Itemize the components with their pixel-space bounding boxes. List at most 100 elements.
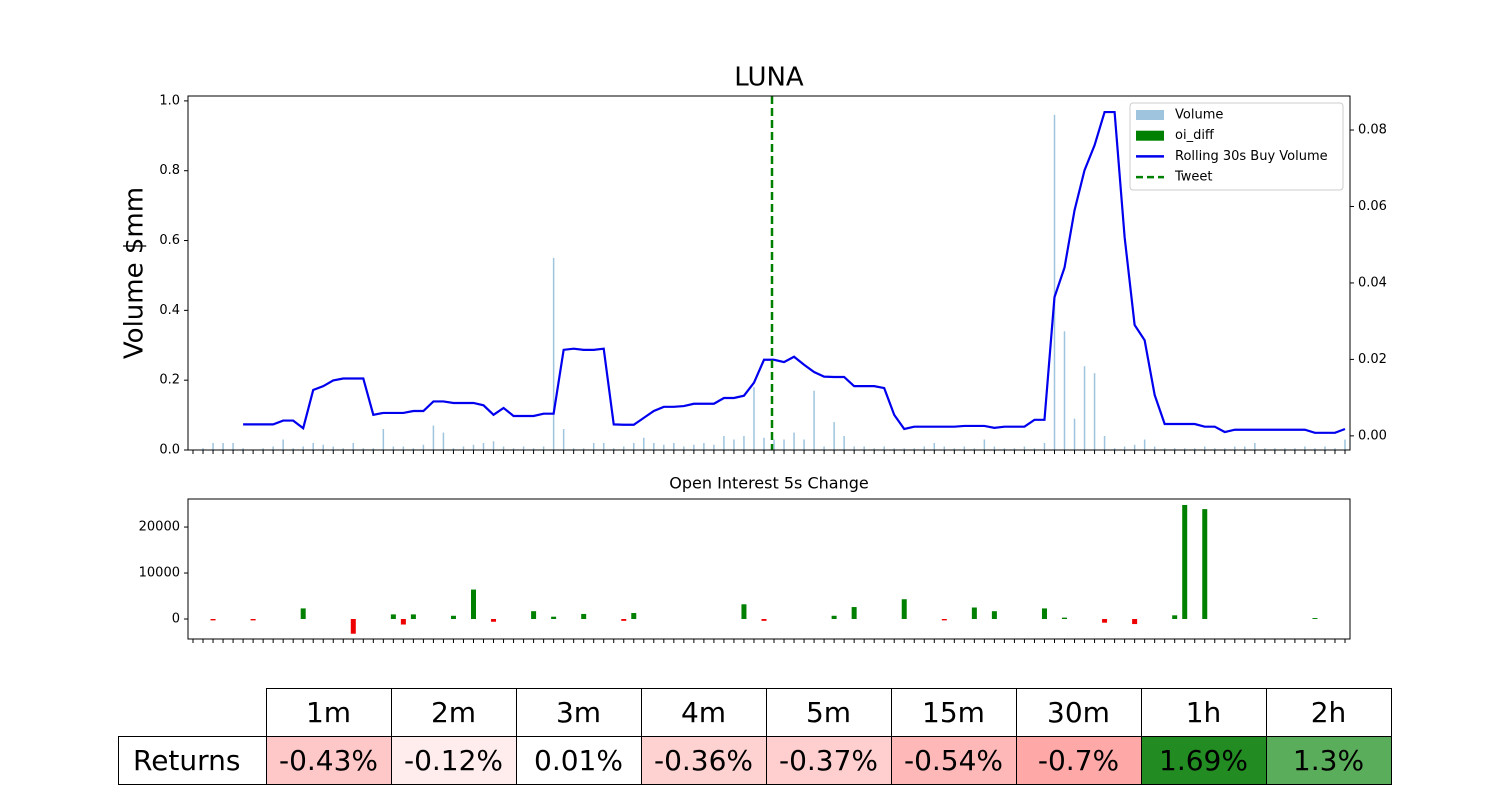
bar bbox=[1284, 448, 1286, 450]
bar bbox=[763, 437, 765, 450]
bar bbox=[1023, 446, 1026, 450]
bar bbox=[1344, 439, 1346, 450]
bar bbox=[843, 436, 845, 450]
return-cell: -0.36% bbox=[640, 736, 767, 785]
y-tick-label: 0 bbox=[172, 612, 180, 627]
y-tick-label: 20000 bbox=[139, 520, 180, 535]
legend-swatch bbox=[1136, 110, 1164, 120]
bar bbox=[1062, 617, 1068, 619]
bar bbox=[402, 446, 405, 450]
bar bbox=[1033, 448, 1036, 450]
y-tick-label: 0.0 bbox=[159, 443, 180, 458]
bar bbox=[392, 446, 395, 450]
bar bbox=[1193, 448, 1196, 450]
bar bbox=[1183, 448, 1186, 450]
bar bbox=[522, 446, 525, 450]
bar bbox=[971, 607, 977, 619]
axes-frame bbox=[187, 95, 1351, 451]
bar bbox=[621, 619, 627, 621]
column-header: 1h bbox=[1140, 688, 1267, 737]
bar bbox=[1003, 448, 1006, 450]
bar bbox=[212, 443, 214, 450]
chart-title: LUNA bbox=[734, 63, 804, 93]
bar bbox=[803, 439, 805, 450]
column-header: 30m bbox=[1015, 688, 1142, 737]
bar bbox=[883, 446, 885, 450]
bar bbox=[943, 446, 946, 450]
bar bbox=[1214, 448, 1216, 450]
bar bbox=[462, 446, 465, 450]
bar bbox=[491, 619, 497, 622]
bar bbox=[973, 448, 976, 450]
bar bbox=[683, 446, 685, 450]
bar bbox=[332, 446, 334, 450]
bar bbox=[941, 619, 947, 621]
bar bbox=[282, 439, 284, 450]
bar bbox=[743, 436, 745, 450]
bar bbox=[602, 443, 605, 450]
bar bbox=[1202, 509, 1208, 619]
bar bbox=[1113, 448, 1116, 450]
bar bbox=[633, 443, 635, 450]
column-header: 2m bbox=[390, 688, 517, 737]
bar bbox=[452, 448, 455, 450]
bar bbox=[1041, 608, 1047, 619]
bar bbox=[262, 448, 264, 450]
bar bbox=[300, 608, 306, 619]
legend-swatch bbox=[1136, 130, 1164, 141]
legend-label: Rolling 30s Buy Volume bbox=[1175, 149, 1328, 164]
bar bbox=[472, 444, 475, 450]
bar bbox=[1043, 443, 1046, 450]
bar bbox=[983, 439, 986, 450]
bar bbox=[442, 432, 445, 450]
bar bbox=[542, 446, 545, 450]
y-tick-label: 0.4 bbox=[159, 303, 180, 318]
bar bbox=[913, 448, 915, 450]
bar bbox=[1312, 618, 1318, 619]
bar bbox=[222, 443, 224, 450]
y-tick-label: 0.2 bbox=[159, 373, 180, 388]
bar bbox=[741, 604, 747, 619]
bar bbox=[582, 448, 585, 450]
bar bbox=[1093, 373, 1096, 450]
return-cell: -0.12% bbox=[390, 736, 517, 785]
bar bbox=[853, 446, 855, 450]
line bbox=[243, 110, 1346, 434]
bar bbox=[1083, 366, 1086, 450]
return-cell: -0.43% bbox=[265, 736, 392, 785]
bar bbox=[531, 611, 537, 619]
bar bbox=[773, 439, 775, 450]
bar bbox=[350, 619, 356, 634]
bar bbox=[653, 443, 655, 450]
bar bbox=[1234, 446, 1236, 450]
bar bbox=[1254, 443, 1256, 450]
y-tick-label: 0.6 bbox=[159, 233, 180, 248]
bar bbox=[292, 448, 294, 450]
bar bbox=[953, 448, 956, 450]
data-row: Returns -0.43% -0.12% 0.01% -0.36% -0.37% -0.5… bbox=[118, 736, 1392, 785]
legend-label: Volume bbox=[1175, 108, 1223, 123]
bar bbox=[551, 616, 557, 619]
bar bbox=[250, 619, 256, 621]
bar bbox=[863, 446, 865, 450]
bar bbox=[1172, 615, 1178, 619]
bar bbox=[933, 443, 936, 450]
bar bbox=[210, 619, 216, 621]
bar bbox=[903, 448, 905, 450]
chart-title: Open Interest 5s Change bbox=[669, 474, 868, 493]
bar bbox=[851, 607, 857, 619]
bar bbox=[873, 448, 875, 450]
bar bbox=[733, 439, 735, 450]
bar bbox=[993, 446, 996, 450]
return-cell: 1.69% bbox=[1140, 736, 1267, 785]
bar bbox=[390, 614, 396, 619]
bar bbox=[1314, 448, 1316, 450]
return-cell: 1.3% bbox=[1265, 736, 1392, 785]
column-header: 4m bbox=[640, 688, 767, 737]
bar bbox=[612, 448, 615, 450]
bar bbox=[923, 446, 926, 450]
bar bbox=[1304, 446, 1306, 450]
bar bbox=[400, 619, 406, 625]
bar bbox=[901, 599, 907, 619]
